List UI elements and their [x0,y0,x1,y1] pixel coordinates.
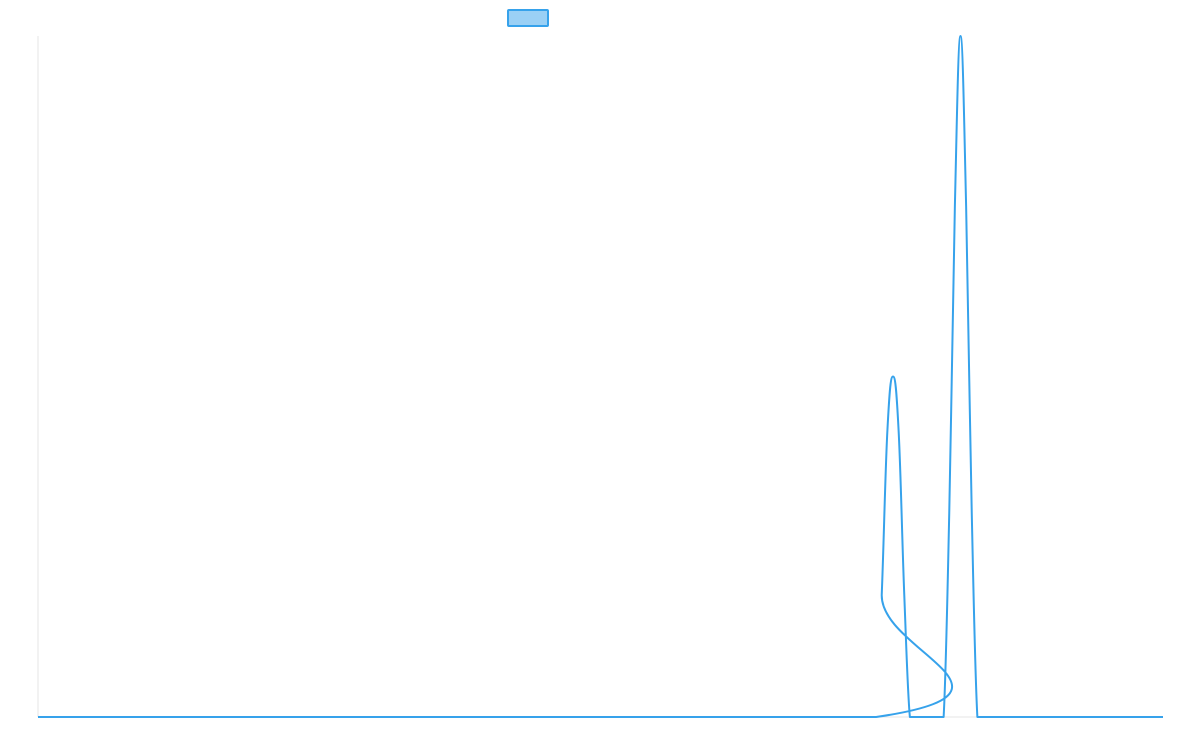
legend[interactable] [507,9,549,27]
legend-swatch[interactable] [507,9,549,27]
series-line-0[interactable] [37,35,1163,719]
series-group [37,35,1163,719]
